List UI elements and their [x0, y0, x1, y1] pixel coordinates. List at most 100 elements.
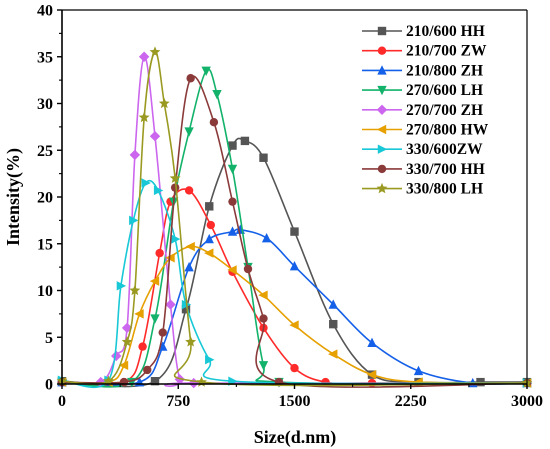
- data-point: [227, 265, 237, 275]
- legend-item-9: 330/800 LH: [362, 181, 483, 198]
- data-point: [149, 46, 161, 57]
- data-point: [290, 363, 299, 373]
- data-point: [328, 299, 338, 309]
- data-point: [138, 342, 147, 351]
- data-point: [129, 215, 139, 226]
- data-point: [184, 127, 194, 137]
- data-point: [165, 299, 176, 310]
- axes: 0 750 1500 2250 3000 0 5 10 15 20 25 30 35 40: [37, 3, 543, 411]
- legend: 210/600 HH 210/700 ZW 210/800 ZH 270/600 LH…: [362, 23, 489, 198]
- data-point: [184, 261, 194, 272]
- legend-swatch-marker: [377, 85, 387, 96]
- data-point: [141, 178, 151, 188]
- y-tick-label: 35: [37, 49, 53, 66]
- legend-swatch-marker: [377, 46, 387, 55]
- legend-item-7: 330/600ZW: [362, 141, 483, 158]
- data-point: [258, 361, 269, 371]
- data-point: [111, 350, 122, 362]
- data-point: [150, 314, 160, 324]
- data-point: [116, 281, 127, 291]
- y-tick-label: 25: [37, 143, 53, 160]
- data-point: [259, 314, 268, 323]
- legend-label: 270/600 LH: [406, 82, 483, 99]
- legend-label: 210/600 HH: [406, 23, 485, 40]
- legend-swatch-marker: [377, 26, 387, 36]
- data-point: [290, 227, 299, 236]
- legend-item-8: 330/700 HH: [362, 161, 485, 178]
- data-point: [186, 74, 195, 83]
- y-tick-label: 15: [37, 236, 53, 253]
- data-point: [121, 336, 133, 347]
- data-point: [155, 248, 164, 258]
- data-point: [366, 369, 377, 380]
- legend-swatch-marker: [376, 182, 388, 194]
- legend-swatch-marker: [377, 65, 387, 75]
- data-point: [240, 136, 250, 146]
- data-point: [149, 131, 161, 142]
- legend-item-5: 270/700 ZH: [362, 102, 483, 119]
- data-point: [138, 51, 150, 62]
- data-point: [134, 309, 144, 319]
- data-point: [138, 111, 150, 123]
- legend-item-6: 270/800 HW: [362, 122, 489, 139]
- legend-label: 330/600ZW: [406, 141, 483, 158]
- y-tick-label: 40: [37, 3, 53, 20]
- x-tick-label: 0: [58, 393, 66, 410]
- series-5: [56, 51, 533, 389]
- data-point: [205, 354, 215, 365]
- data-point: [170, 234, 181, 244]
- y-tick-label: 0: [45, 377, 53, 394]
- data-point: [227, 164, 238, 175]
- x-tick-label: 2250: [395, 393, 427, 410]
- y-tick-label: 10: [37, 283, 53, 300]
- legend-item-3: 210/800 ZH: [362, 62, 483, 79]
- y-tick-label: 30: [37, 96, 53, 113]
- data-point: [212, 89, 222, 100]
- data-point: [184, 186, 194, 195]
- series-line: [61, 228, 528, 386]
- legend-label: 270/800 HW: [406, 122, 489, 139]
- x-tick-label: 3000: [511, 393, 543, 410]
- y-tick-label: 20: [37, 190, 53, 207]
- data-point: [150, 376, 160, 386]
- data-point: [329, 319, 338, 329]
- data-point: [206, 220, 215, 230]
- data-point: [261, 232, 272, 243]
- data-point: [205, 202, 214, 211]
- data-point: [185, 336, 197, 347]
- data-point: [243, 264, 253, 274]
- data-point: [119, 377, 129, 387]
- legend-item-4: 270/600 LH: [362, 82, 483, 99]
- data-point: [259, 153, 268, 162]
- legend-label: 210/700 ZW: [406, 43, 487, 60]
- legend-item-1: 210/600 HH: [362, 23, 485, 40]
- data-point: [129, 149, 141, 161]
- data-point: [153, 185, 164, 196]
- data-point: [204, 248, 214, 258]
- data-point: [129, 284, 141, 296]
- data-point: [367, 337, 377, 348]
- data-point: [118, 360, 129, 370]
- data-point: [289, 260, 300, 271]
- data-point: [228, 197, 237, 206]
- data-point: [328, 349, 338, 359]
- x-tick-label: 750: [166, 393, 190, 410]
- data-point: [185, 241, 195, 252]
- data-point: [149, 276, 160, 286]
- data-point: [228, 141, 237, 150]
- y-axis-label: Intensity(%): [3, 148, 24, 246]
- data-point: [158, 97, 170, 109]
- x-tick-label: 1500: [279, 393, 311, 410]
- legend-swatch-marker: [376, 104, 388, 115]
- legend-label: 270/700 ZH: [406, 102, 483, 119]
- data-point: [476, 377, 485, 387]
- data-point: [413, 365, 424, 376]
- legend-swatch-marker: [376, 124, 387, 135]
- data-point: [209, 118, 219, 127]
- x-axis-label: Size(d.nm): [254, 427, 337, 448]
- data-point: [143, 365, 152, 375]
- legend-label: 330/800 LH: [406, 181, 483, 198]
- y-tick-label: 5: [45, 330, 53, 347]
